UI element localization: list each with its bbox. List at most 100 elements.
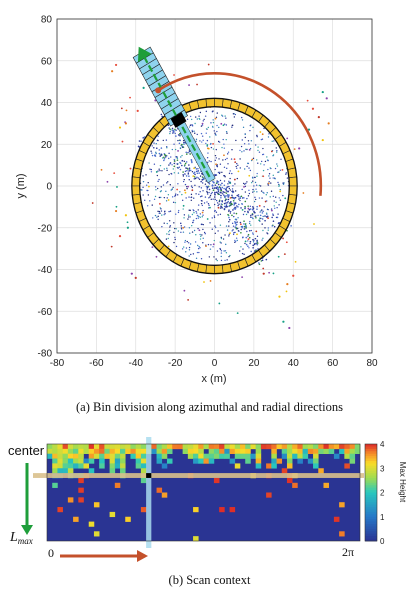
cloud-point [210,244,212,246]
cloud-point [199,233,201,236]
heatmap-cell [57,453,63,459]
cloud-point [142,186,144,189]
cloud-point [267,229,269,231]
cloud-point [225,205,228,207]
cloud-point [209,194,212,197]
cloud-point [213,256,215,258]
cloud-point [173,162,176,165]
cloud-point [240,228,242,231]
cloud-point [124,214,128,217]
cloud-point [268,173,271,175]
cloud-point [224,191,226,194]
colorbar-step [365,494,377,498]
cloud-point [226,153,229,155]
cloud-point [177,172,180,174]
cloud-point [226,193,229,196]
cloud-point [215,163,217,166]
cloud-point [220,205,223,208]
cloud-point [155,171,158,173]
cloud-point [233,116,236,118]
cloud-point [226,132,228,134]
cloud-point [166,233,168,235]
cloud-point [195,193,197,195]
cloud-point [321,138,324,142]
cloud-point [233,178,236,181]
cloud-point [241,151,243,153]
colorbar-step [365,526,377,530]
cloud-point [145,184,148,186]
cloud-point [279,199,282,201]
heatmap-cell [339,531,345,537]
cloud-point [239,167,241,169]
cloud-point [209,196,211,198]
heatmap-cell [47,453,53,459]
cloud-point [177,150,179,152]
cloud-point [181,146,184,149]
heatmap-cell [52,448,58,454]
cloud-point [264,200,267,203]
cloud-point [203,231,206,234]
cloud-point [204,183,207,185]
cloud-point [198,115,200,117]
cloud-point [172,132,174,134]
cloud-point [255,230,258,233]
cloud-point [246,148,248,151]
cloud-point [269,177,271,179]
heatmap-cell [156,453,163,459]
heatmap-cell [140,458,147,464]
right-arrow-red [60,550,148,562]
ring-segment [131,185,141,196]
cloud-point [210,146,213,149]
cloud-point [189,232,191,234]
cloud-point [183,143,185,145]
heatmap-cell [57,507,63,513]
heatmap-cell [125,448,131,454]
cloud-point [168,152,170,155]
cloud-point [226,186,229,188]
cloud-point [212,184,214,187]
cloud-point [194,132,196,134]
cloud-point [221,182,223,185]
cloud-point [285,172,288,174]
cloud-point [217,189,220,191]
cloud-point [228,180,230,183]
heatmap-cell [161,453,168,459]
heatmap-cell [125,444,131,450]
cloud-point [181,199,184,201]
cloud-point [256,134,258,137]
x-tick-label: -40 [129,358,144,369]
cloud-point [243,185,245,188]
cloud-point [212,110,214,112]
cloud-point [193,229,196,232]
cloud-point [173,74,175,76]
cloud-point [173,160,176,162]
cloud-point [191,124,194,126]
cloud-point [270,182,272,184]
cloud-point [196,170,198,173]
cloud-point [178,142,181,145]
heatmap-cell [281,453,288,459]
cloud-point [220,188,222,190]
cloud-point [142,137,145,139]
y-axis-label: y (m) [15,173,27,198]
cloud-point [276,163,278,165]
cloud-point [225,225,228,227]
cloud-point [249,124,252,127]
cloud-point [280,158,282,161]
cloud-point [157,170,159,172]
cloud-point [174,238,176,241]
cloud-point [173,165,176,168]
heatmap-cell [130,444,136,450]
cloud-point [206,144,209,146]
cloud-point [206,190,208,193]
cloud-point [205,185,208,188]
cloud-point [302,192,305,194]
heatmap-cell [182,448,189,454]
cloud-point [237,195,240,198]
heatmap-cell [104,453,110,459]
x-tick-label: -60 [89,358,104,369]
cloud-point [266,232,268,234]
heatmap-cell [260,444,267,450]
cloud-point [213,187,216,189]
cloud-point [258,219,261,222]
